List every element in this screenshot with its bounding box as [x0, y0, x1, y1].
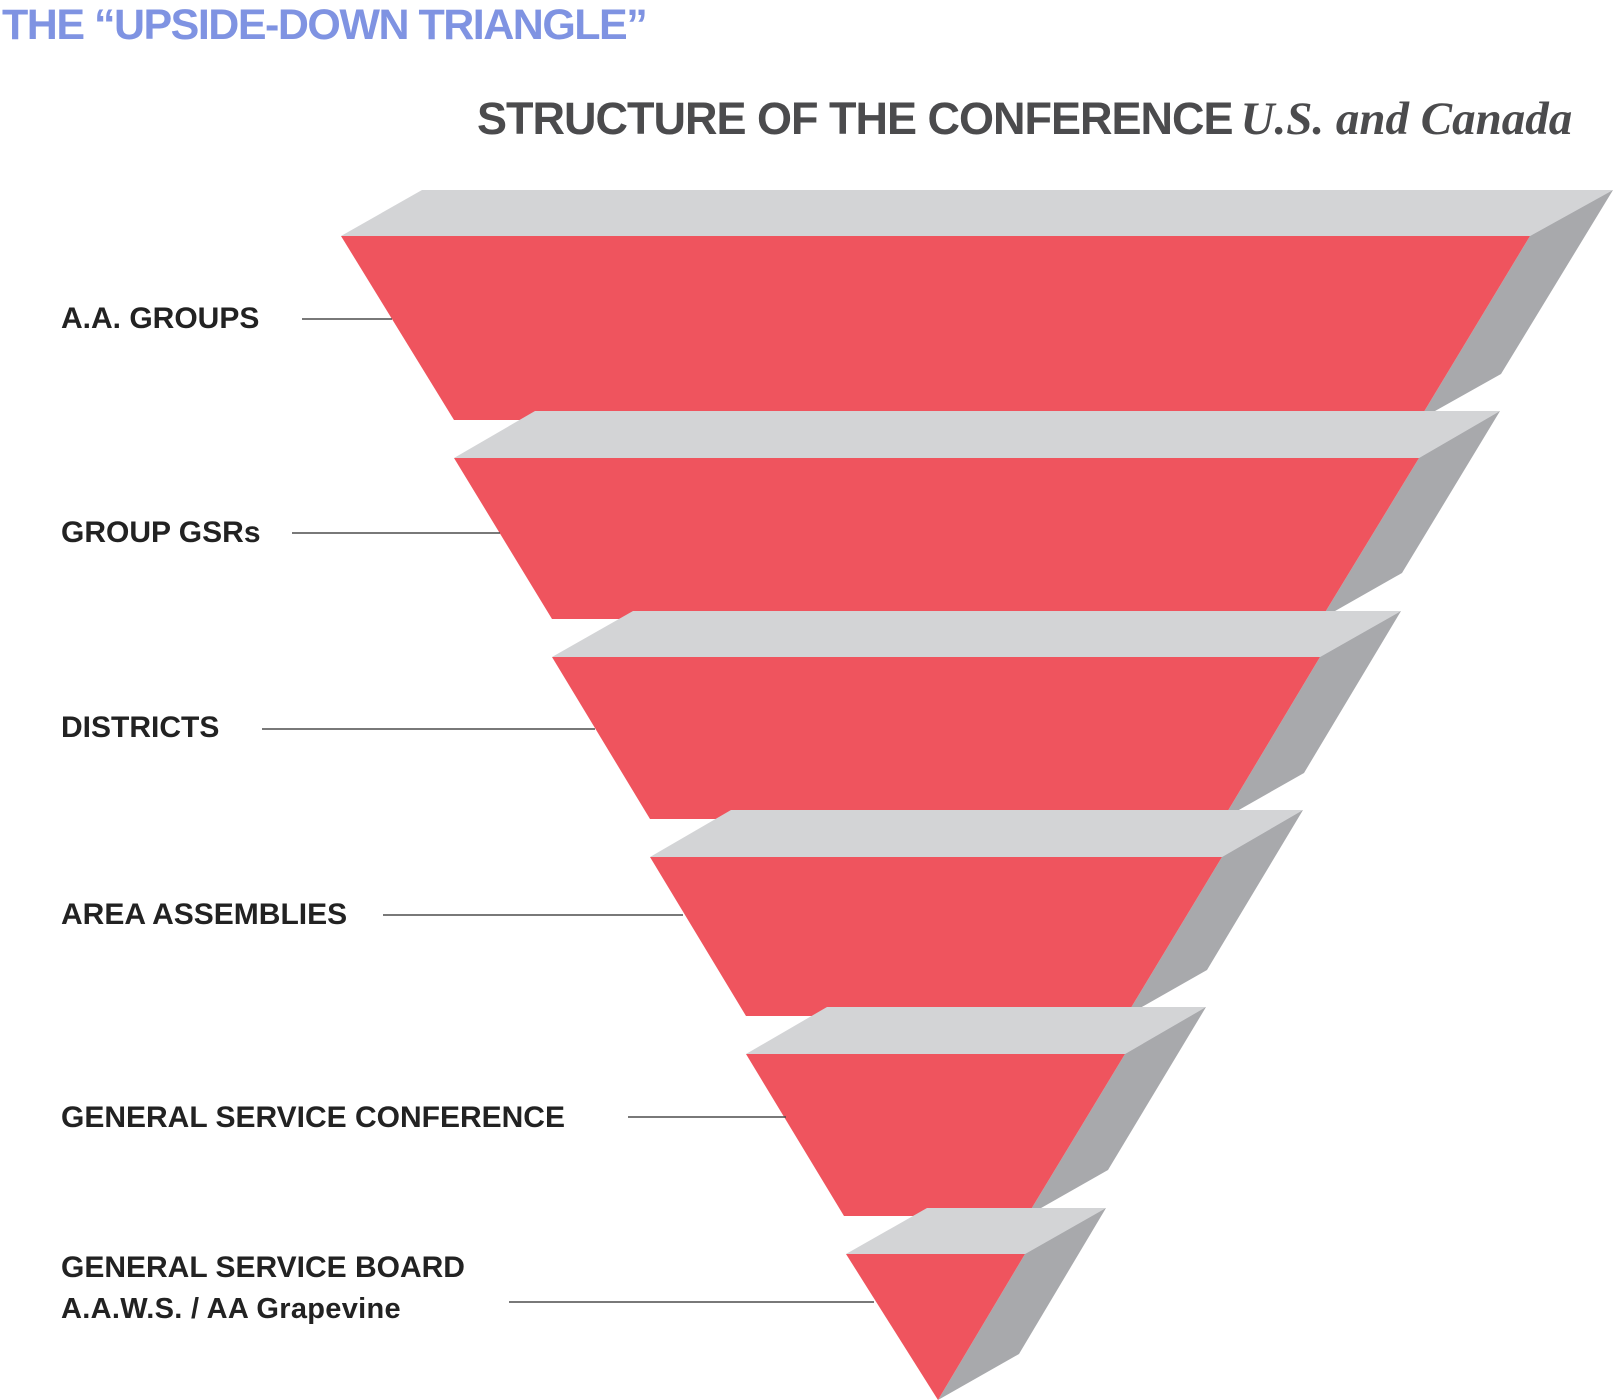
- level-label-area-assemblies: AREA ASSEMBLIES: [61, 898, 348, 931]
- tier-front-face: [846, 1254, 1025, 1400]
- tier-side-face: [938, 1208, 1106, 1400]
- tier-top-face: [746, 1007, 1206, 1054]
- subtitle-main: STRUCTURE OF THE CONFERENCE: [477, 93, 1234, 144]
- level-label-general-service-board: GENERAL SERVICE BOARD A.A.W.S. / AA Grape…: [61, 1253, 465, 1324]
- level-label-aa-groups: A.A. GROUPS: [61, 302, 260, 335]
- tier-side-face: [1223, 611, 1401, 819]
- pyramid-tier-districts: [262, 611, 1401, 819]
- tier-top-face: [341, 190, 1613, 236]
- tier-front-face: [650, 857, 1222, 1016]
- pyramid-tier-aa-groups: [302, 190, 1613, 420]
- tier-side-face: [1126, 810, 1303, 1016]
- tier-side-face: [1321, 411, 1500, 619]
- tier-front-face: [341, 236, 1530, 420]
- level-label-main: GENERAL SERVICE BOARD: [61, 1251, 465, 1284]
- level-label-general-service-conference: GENERAL SERVICE CONFERENCE: [61, 1101, 565, 1134]
- tier-front-face: [746, 1054, 1125, 1216]
- level-label-group-gsrs: GROUP GSRs: [61, 516, 261, 549]
- tier-top-face: [846, 1208, 1106, 1254]
- subtitle-region: U.S. and Canada: [1240, 93, 1573, 145]
- tier-top-face: [650, 810, 1303, 857]
- tier-side-face: [1419, 190, 1613, 420]
- pyramid-tier-group-gsrs: [292, 411, 1500, 619]
- page-title: THE “UPSIDE-DOWN TRIANGLE”: [2, 1, 648, 49]
- pyramid-tier-area-assemblies: [383, 810, 1303, 1016]
- pyramid-tier-general-service-conference: [628, 1007, 1206, 1216]
- tier-top-face: [454, 411, 1500, 458]
- diagram-subtitle: STRUCTURE OF THE CONFERENCE U.S. and Cana…: [477, 96, 1572, 143]
- tier-top-face: [552, 611, 1401, 657]
- tier-side-face: [1027, 1007, 1206, 1216]
- tier-front-face: [454, 458, 1419, 619]
- level-label-subline: A.A.W.S. / AA Grapevine: [61, 1293, 401, 1325]
- level-label-districts: DISTRICTS: [61, 711, 220, 744]
- pyramid-tier-general-service-board: [509, 1208, 1106, 1400]
- tier-front-face: [552, 657, 1320, 819]
